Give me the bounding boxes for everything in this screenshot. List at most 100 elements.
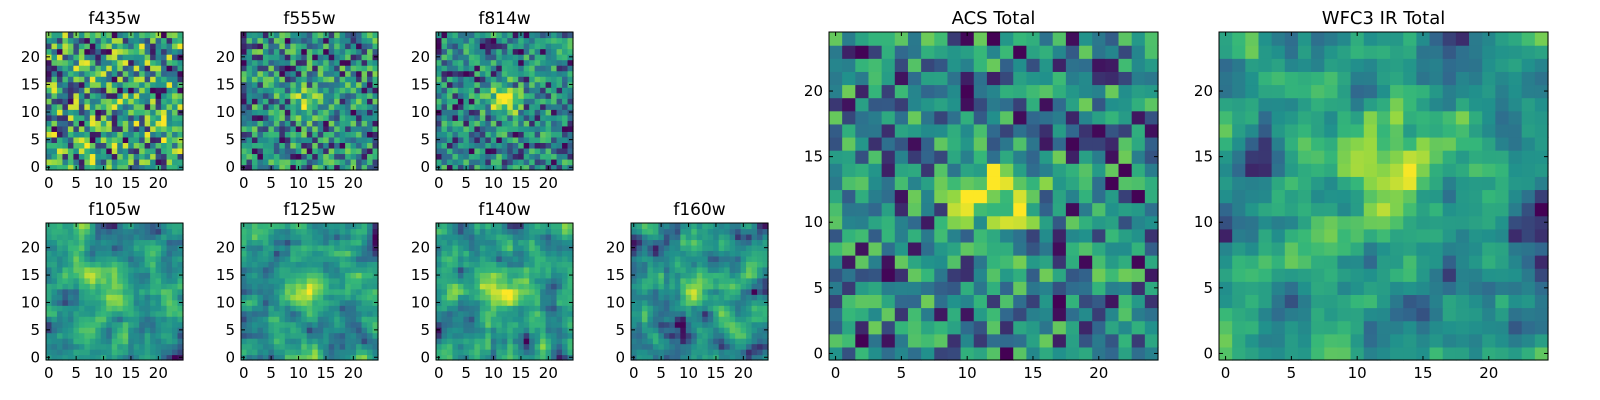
heatmap-cell [334,147,341,155]
heatmap-cell [490,158,497,166]
heatmap-cell [881,333,896,348]
heatmap-cell [46,288,53,295]
heatmap-cell [551,294,558,301]
heatmap-cell [512,43,519,50]
heatmap-cell [680,283,687,290]
heatmap-cell [1026,255,1041,269]
heatmap-cell [485,103,492,110]
heatmap-cell [1118,255,1133,269]
heatmap-cell [512,327,519,334]
heatmap-cell [641,255,649,262]
panel-title: f555w [283,9,335,29]
heatmap-cell [446,354,454,361]
heatmap-cell [73,81,80,88]
heatmap-cell [62,131,69,138]
heatmap-cell [855,281,870,295]
heatmap-cell [751,239,758,246]
heatmap-cell [334,349,341,356]
heatmap-cell [89,114,96,121]
heatmap-cell [562,223,569,230]
heatmap-cell [279,70,286,77]
heatmap-cell [46,87,53,94]
heatmap-cell [485,158,492,166]
heatmap-cell [1039,202,1054,217]
heatmap-cell [507,98,514,105]
heatmap-cell [540,228,547,235]
heatmap-cell [111,316,118,323]
heatmap-cell [562,70,569,77]
heatmap-cell [562,32,569,39]
heatmap-cell [556,332,563,339]
heatmap-cell [691,354,698,361]
heatmap-cell [95,59,102,66]
heatmap-cell [724,338,731,345]
heatmap-cell [647,299,654,306]
heatmap-cell [702,272,709,279]
heatmap-cell [1144,281,1159,295]
heatmap-cell [284,92,291,99]
heatmap-cell [73,321,80,328]
heatmap-cell [1000,163,1014,177]
heatmap-cell [680,343,687,350]
heatmap-cell [262,98,269,105]
heatmap-cell [95,283,102,290]
heatmap-cell [751,338,758,345]
heatmap-cell [67,142,74,149]
heatmap-cell [567,125,574,132]
heatmap-cell [301,223,308,230]
heatmap-cell [284,131,291,138]
heatmap-cell [501,59,508,66]
heatmap-cell [155,228,162,235]
heatmap-cell [257,305,264,312]
heatmap-cell [507,354,514,361]
heatmap-cell [172,120,179,127]
heatmap-cell [446,65,454,72]
heatmap-cell [73,103,80,110]
heatmap-cell [67,261,74,268]
heatmap-cell [150,277,157,284]
heatmap-cell [669,272,676,279]
heatmap-cell [95,316,102,323]
heatmap-cell [128,255,135,262]
heatmap-cell [251,43,259,50]
heatmap-cell [339,272,346,279]
heatmap-cell [436,321,443,328]
heatmap-cell [479,223,486,230]
heatmap-cell [485,54,492,61]
heatmap-cell [122,70,129,77]
heatmap-cell [829,281,843,295]
heatmap-cell [144,32,151,39]
heatmap-cell [1079,281,1093,295]
heatmap-cell [361,288,368,295]
heatmap-cell [317,48,324,55]
heatmap-cell [441,153,448,160]
heatmap-cell [540,310,547,317]
heatmap-cell [1013,163,1027,177]
heatmap-cell [133,70,140,77]
heatmap-cell [246,87,253,94]
heatmap-cell [328,76,335,83]
heatmap-cell [262,299,269,306]
heatmap-cell [312,321,319,328]
heatmap-cell [724,272,731,279]
heatmap-cell [540,32,547,39]
heatmap-cell [507,37,514,44]
heatmap-cell [523,136,530,143]
heatmap-cell [144,54,151,61]
heatmap-cell [56,305,64,312]
heatmap-cell [713,332,720,339]
heatmap-cell [89,120,96,127]
heatmap-cell [474,120,481,127]
heatmap-cell [567,59,574,66]
heatmap-cell [934,294,949,309]
heatmap-cell [507,81,514,88]
y-tick-label: 15 [606,266,625,284]
heatmap-cell [556,92,563,99]
heatmap-cell [829,189,843,204]
heatmap-cell [251,332,259,339]
heatmap-cell [317,147,324,155]
heatmap-cell [150,32,157,39]
heatmap-cell [339,239,346,246]
heatmap-cell [106,310,113,317]
heatmap-cell [290,98,297,105]
